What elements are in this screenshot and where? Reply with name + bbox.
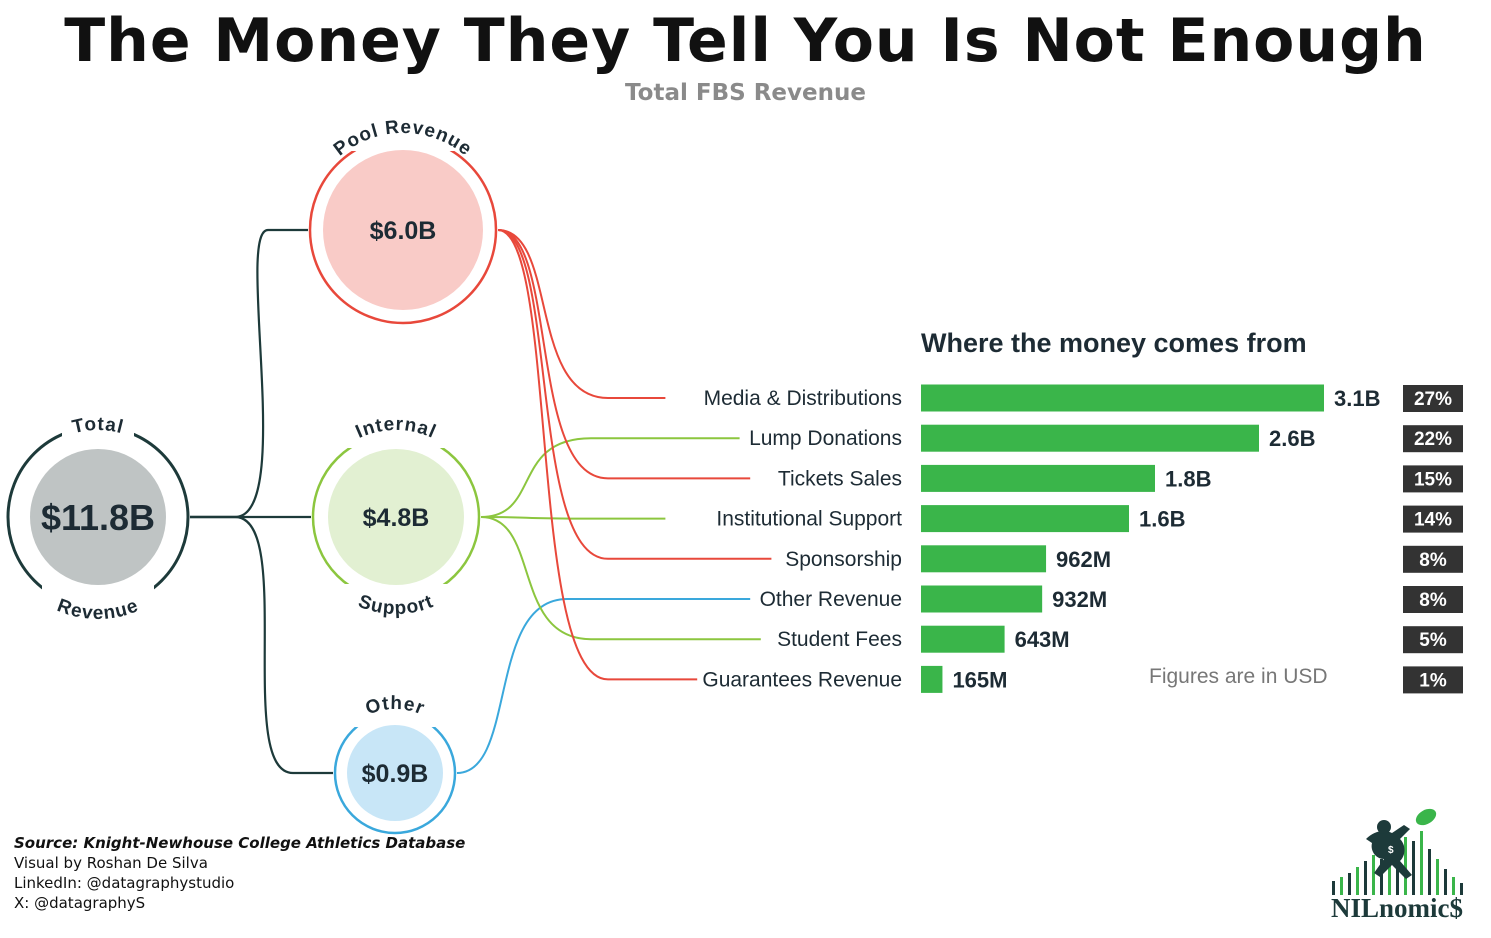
bar-value-label: 962M [1056,547,1111,572]
visual-credit: Visual by Roshan De Silva [14,854,208,872]
source-credit: Source: Knight-Newhouse College Athletic… [14,834,466,852]
group-top-gap-pool [311,125,495,151]
bar-value-label: 932M [1052,587,1107,612]
group-value-other: $0.9B [362,760,429,788]
group-circle-internal [328,449,464,585]
root-node: $11.8B [6,415,190,615]
bar-category-label: Lump Donations [749,427,902,450]
bar-chart-title: Where the money comes from [921,328,1307,358]
percent-label: 1% [1419,670,1447,691]
bar-category-label: Student Fees [777,628,902,651]
bar [921,464,1155,492]
percent-label: 27% [1414,389,1452,410]
page-title: The Money They Tell You Is Not Enough [64,6,1427,76]
bar [921,625,1005,653]
bar-value-label: 1.8B [1165,466,1211,491]
percent-label: 15% [1414,469,1452,490]
connector-root-other [190,515,333,775]
bar-rows: Media & Distributions 3.1B 27% Lump Donatio… [702,384,1463,694]
percent-badge [1403,586,1463,613]
bar-value-label: 1.6B [1139,507,1185,532]
root-connectors [190,228,333,775]
x-credit: X: @datagraphyS [14,894,146,912]
root-circle [30,449,166,585]
group-node-internal: $4.8B [311,422,481,610]
units-note: Figures are in USD [1149,665,1328,688]
group-top-gap-internal [330,422,462,448]
group-node-other: $0.9B [333,701,457,835]
percent-badge [1403,626,1463,654]
connector-root-pool [190,228,308,519]
group-circle-other [347,725,443,821]
root-label-top: Total [70,414,126,438]
bar-value-label: 3.1B [1334,386,1380,411]
root-bottom-gap [42,585,154,615]
dollar-icon: $ [1388,845,1394,856]
connector-internal-3 [480,516,666,520]
percent-label: 22% [1414,429,1452,450]
bar-category-label: Sponsorship [785,548,902,571]
connector-pool-7 [497,229,698,681]
percent-badge [1403,385,1463,412]
connector-internal-1 [480,437,740,518]
bar-category-label: Tickets Sales [778,467,902,490]
connector-pool-4 [497,229,772,560]
bar [921,505,1129,533]
group-top-gap-other [348,701,442,727]
bar [921,424,1259,452]
percent-badge [1403,505,1463,533]
percent-label: 8% [1419,590,1447,611]
percent-label: 8% [1419,550,1447,571]
connector-pool-0 [497,229,666,399]
percent-badge [1403,425,1463,453]
bar-category-label: Guarantees Revenue [702,668,902,691]
bar-value-label: 165M [952,667,1007,692]
bar-category-label: Institutional Support [716,508,902,531]
root-label-top-text: Total [70,414,125,438]
connector-pool-2 [497,229,751,480]
logo-bars [1332,831,1463,895]
credits: Source: Knight-Newhouse College Athletic… [14,833,465,913]
percent-badge [1403,545,1463,573]
group-circle-pool [323,150,483,310]
percent-badge [1403,465,1463,493]
bar [921,665,943,693]
connector-other-5 [456,598,751,774]
root-top-gap [62,415,134,441]
nilnomics-logo: $ NILnomic$ [1331,808,1463,923]
logo-text: NILnomic$ [1331,893,1463,923]
connector-internal-6 [480,516,761,641]
bar-value-label: 643M [1015,627,1070,652]
group-node-pool: $6.0B [308,125,498,325]
group-value-pool: $6.0B [370,217,437,245]
bar [921,585,1043,613]
linkedin-credit: LinkedIn: @datagraphystudio [14,874,235,892]
page-subtitle: Total FBS Revenue [625,80,866,106]
group-value-internal: $4.8B [363,504,430,532]
percent-label: 5% [1419,630,1447,651]
bar-value-label: 2.6B [1269,426,1315,451]
percent-label: 14% [1414,510,1452,531]
football-player-icon: $ [1366,808,1437,879]
percent-badge [1403,666,1463,694]
bar-category-label: Media & Distributions [704,387,902,410]
group-bottom-gap-internal [336,584,456,610]
bar-category-label: Other Revenue [760,588,902,611]
bar [921,384,1324,412]
root-value: $11.8B [41,497,155,538]
bar [921,545,1047,573]
category-connectors [456,229,772,774]
